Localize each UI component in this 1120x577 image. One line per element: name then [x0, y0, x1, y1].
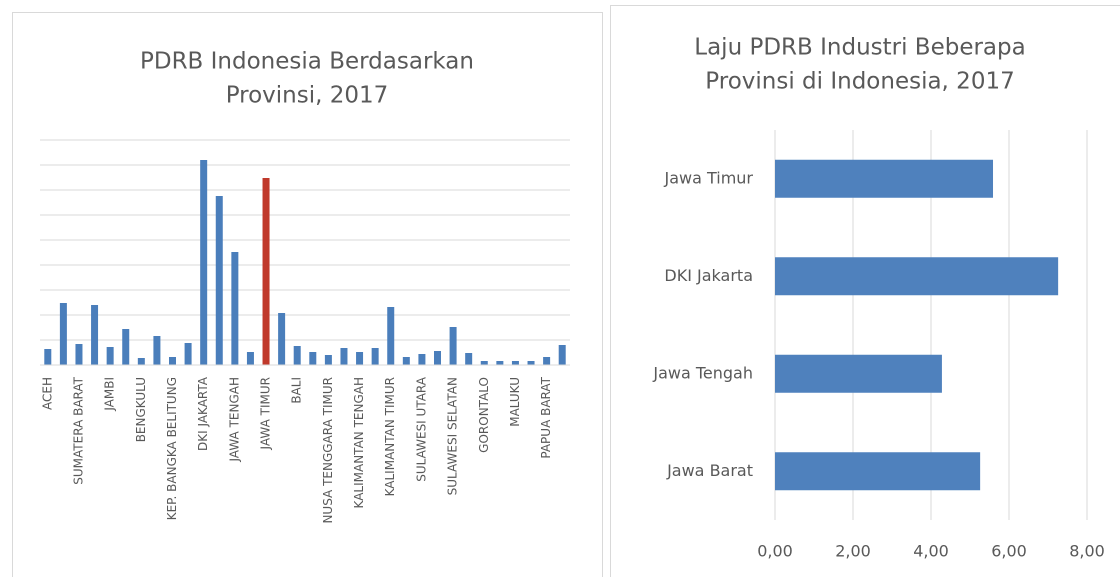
bar — [775, 159, 994, 198]
x-tick-label: KALIMANTAN TENGAH — [352, 377, 366, 508]
x-tick-label: PAPUA BARAT — [539, 376, 553, 458]
y-tick-label: Jawa Tengah — [652, 363, 753, 382]
bar — [356, 352, 364, 365]
x-tick-label: JAWA TENGAH — [227, 377, 241, 463]
bar — [169, 357, 176, 365]
bar — [153, 336, 161, 365]
bar — [775, 354, 942, 393]
bar — [775, 257, 1059, 296]
x-tick-label: 2,00 — [835, 542, 871, 561]
chart-title: Provinsi, 2017 — [226, 83, 389, 109]
x-tick-label: MALUKU — [508, 377, 522, 427]
bar — [106, 347, 114, 365]
bar — [775, 452, 981, 491]
bar — [215, 196, 223, 365]
x-tick-label: KEP. BANGKA BELITUNG — [165, 377, 179, 520]
bar — [340, 348, 348, 365]
bar — [44, 349, 52, 365]
x-tick-label: KALIMANTAN TIMUR — [383, 377, 397, 496]
x-tick-label: 0,00 — [757, 542, 793, 561]
bar — [324, 355, 332, 365]
y-tick-label: DKI Jakarta — [664, 266, 753, 285]
bar — [122, 329, 130, 365]
bar — [231, 252, 239, 365]
bar — [496, 361, 504, 365]
x-tick-label: BALI — [290, 377, 304, 404]
x-tick-label: JAMBI — [103, 377, 117, 412]
bar — [246, 352, 254, 365]
x-tick-label: GORONTALO — [477, 377, 491, 453]
bar — [527, 361, 535, 365]
x-tick-label: SULAWESI SELATAN — [446, 377, 460, 495]
bar — [543, 357, 551, 365]
bar — [137, 358, 145, 365]
bar — [75, 344, 83, 365]
bar — [278, 313, 286, 365]
x-tick-label: 4,00 — [913, 542, 949, 561]
chart-title: Laju PDRB Industri Beberapa — [694, 35, 1025, 61]
y-tick-label: Jawa Timur — [663, 168, 753, 187]
x-tick-label: BENGKULU — [134, 377, 148, 442]
x-tick-label: SUMATERA BARAT — [71, 376, 85, 484]
bar — [309, 352, 317, 365]
bar — [558, 345, 566, 365]
chart-title: PDRB Indonesia Berdasarkan — [140, 49, 474, 75]
x-tick-label: 8,00 — [1069, 542, 1105, 561]
bar — [91, 305, 99, 365]
bar — [293, 346, 301, 365]
x-tick-label: ACEH — [40, 377, 54, 410]
x-tick-label: JAWA TIMUR — [259, 377, 273, 450]
bar — [418, 354, 426, 365]
bar — [262, 178, 270, 365]
x-tick-label: SULAWESI UTARA — [414, 376, 428, 482]
bar — [184, 343, 192, 365]
bar — [387, 307, 395, 365]
bar — [200, 160, 208, 365]
x-tick-label: NUSA TENGGARA TIMUR — [321, 377, 335, 524]
bar — [511, 361, 519, 365]
chart-title: Provinsi di Indonesia, 2017 — [705, 69, 1014, 95]
bar — [434, 351, 441, 365]
left-panel — [12, 12, 603, 577]
bar — [480, 361, 488, 365]
bar — [449, 327, 457, 365]
bar — [59, 303, 67, 365]
x-tick-label: DKI JAKARTA — [196, 376, 210, 451]
bar — [371, 348, 379, 365]
bar — [402, 357, 410, 365]
y-tick-label: Jawa Barat — [666, 461, 753, 480]
x-tick-label: 6,00 — [991, 542, 1027, 561]
bar — [465, 353, 473, 365]
